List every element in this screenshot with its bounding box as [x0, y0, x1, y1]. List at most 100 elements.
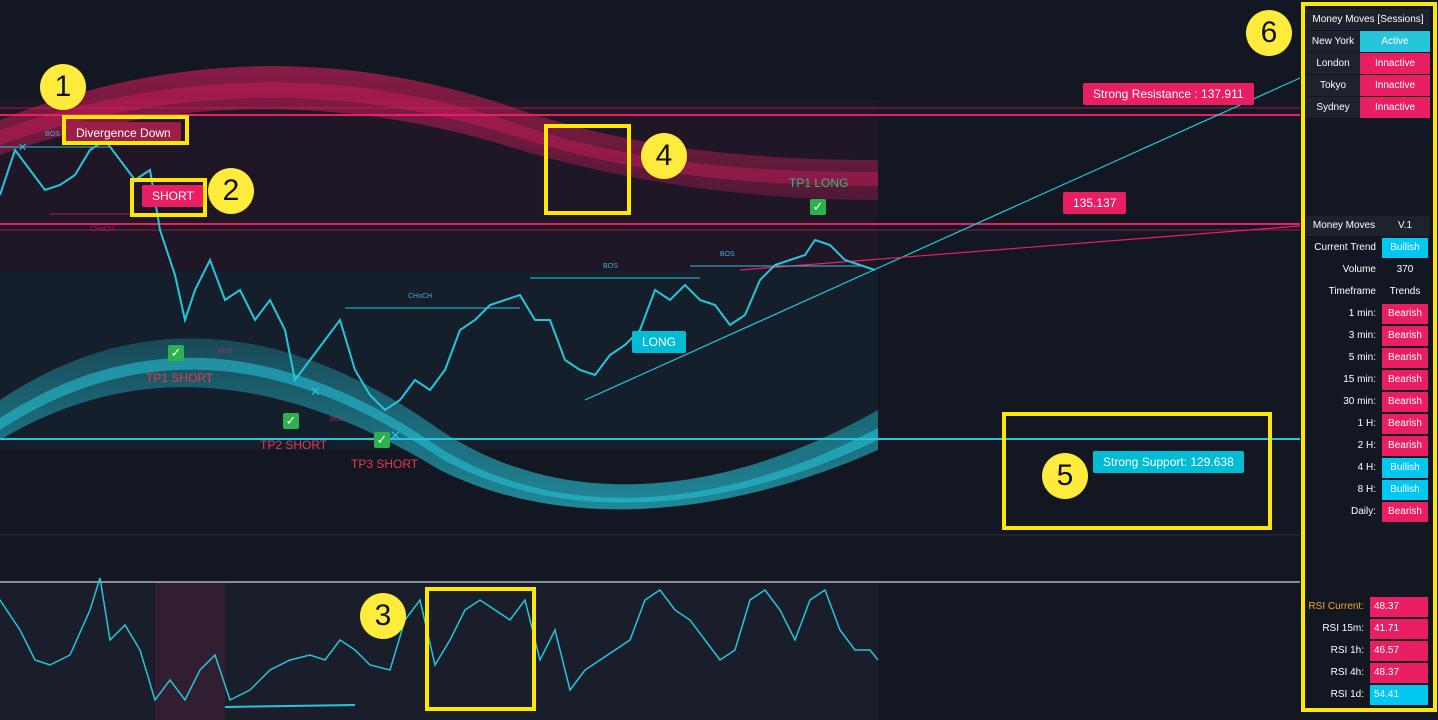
session-status: Innactive [1360, 97, 1430, 118]
bos-label-3: BOS [720, 251, 735, 258]
trend-line-up [584, 77, 1300, 401]
session-name: Sydney [1306, 97, 1360, 118]
trend-row: 30 min: Bearish [1306, 392, 1430, 412]
session-status: Innactive [1360, 75, 1430, 96]
trend-tf: 5 min: [1348, 352, 1376, 363]
rsi-row: RSI 15m: 41.71 [1304, 619, 1428, 639]
trend-value: Bearish [1382, 304, 1428, 324]
trend-table: Money Moves V.1 Current Trend Bullish Vo… [1306, 216, 1430, 524]
cross-marker: ✕ [310, 384, 321, 399]
chart-canvas[interactable] [0, 0, 1300, 720]
trend-value: Bearish [1382, 436, 1428, 456]
rsi-divergence-line [224, 704, 356, 708]
highlight-box-short [130, 178, 207, 217]
session-row: New York Active [1306, 31, 1430, 52]
bos-label-4: BOS [218, 348, 233, 355]
tp1-short-label: TP1 SHORT [146, 371, 214, 385]
trend-row: 4 H: Bullish [1306, 458, 1430, 478]
mid-level-label: 135.137 [1063, 192, 1127, 214]
short-signal-label[interactable]: SHORT [142, 185, 204, 207]
rsi-row: RSI 1d: 54.41 [1304, 685, 1428, 705]
highlight-box-band [544, 124, 631, 215]
cross-marker: ✕ [390, 428, 401, 443]
session-name: Tokyo [1306, 75, 1360, 96]
trend-value: Bearish [1382, 370, 1428, 390]
session-status: Innactive [1360, 53, 1430, 74]
session-row: Tokyo Innactive [1306, 75, 1430, 96]
trend-value: Bearish [1382, 502, 1428, 522]
strong-resistance-label: Strong Resistance : 137.911 [1083, 83, 1254, 105]
highlight-box-rsi [425, 587, 536, 711]
rsi-row: RSI Current: 48.37 [1304, 597, 1428, 617]
marker-2: 2 [208, 168, 254, 214]
long-signal-label[interactable]: LONG [632, 331, 687, 353]
trend-row: 2 H: Bearish [1306, 436, 1430, 456]
trend-row: 5 min: Bearish [1306, 348, 1430, 368]
price-chart[interactable]: Divergence Down SHORT LONG BOS CHoCH CHo… [0, 0, 1300, 720]
trend-title: Money Moves [1312, 220, 1376, 231]
marker-4: 4 [641, 133, 687, 179]
trend-value: Bearish [1382, 348, 1428, 368]
cyan-band [0, 338, 878, 510]
rsi-value: 41.71 [1370, 619, 1428, 639]
trend-tf: 4 H: [1357, 462, 1376, 473]
rsi-label: RSI 4h: [1330, 667, 1364, 678]
bos-label-1: BOS [45, 131, 60, 138]
trend-tf: 15 min: [1343, 374, 1376, 385]
trend-row: 8 H: Bullish [1306, 480, 1430, 500]
trend-row: Daily: Bearish [1306, 502, 1430, 522]
sessions-table: Money Moves [Sessions] New York Active L… [1306, 9, 1430, 119]
tp1-long-label: TP1 LONG [789, 176, 849, 190]
divergence-label: Divergence Down [66, 122, 181, 144]
highlight-box-panel [1301, 2, 1437, 712]
rsi-bear-zone [155, 583, 225, 720]
trend-value: Bullish [1382, 480, 1428, 500]
bos-label-5: BOS [330, 416, 345, 423]
rsi-value: 48.37 [1370, 597, 1428, 617]
rsi-value: 48.37 [1370, 663, 1428, 683]
trend-value: Bullish [1382, 458, 1428, 478]
trend-value: Bearish [1382, 326, 1428, 346]
session-row: Sydney Innactive [1306, 97, 1430, 118]
tp1-long-check: ✓ [810, 199, 826, 215]
tp2-short-check: ✓ [283, 413, 299, 429]
trend-row: 1 H: Bearish [1306, 414, 1430, 434]
session-name: New York [1306, 31, 1360, 52]
session-name: London [1306, 53, 1360, 74]
tp2-short-label: TP2 SHORT [260, 438, 328, 452]
session-row: London Innactive [1306, 53, 1430, 74]
marker-3: 3 [360, 593, 406, 639]
marker-1: 1 [40, 64, 86, 110]
rsi-label: RSI 1h: [1330, 645, 1364, 656]
rsi-row: RSI 4h: 48.37 [1304, 663, 1428, 683]
rsi-label: RSI 15m: [1322, 623, 1364, 634]
sessions-title: Money Moves [Sessions] [1306, 9, 1430, 30]
trend-tf: 30 min: [1343, 396, 1376, 407]
trends-header: Trends [1389, 286, 1421, 297]
current-trend-label: Current Trend [1314, 242, 1376, 253]
highlight-box-divergence [62, 115, 189, 145]
trend-tf: Daily: [1350, 506, 1376, 517]
timeframe-header: Timeframe [1328, 286, 1376, 297]
rsi-value: 46.57 [1370, 641, 1428, 661]
trend-row: 1 min: Bearish [1306, 304, 1430, 324]
trend-line-red [739, 225, 1300, 271]
choch-label-1: CHoCH [90, 226, 115, 233]
choch-label-2: CHoCH [408, 293, 433, 300]
trend-tf: 3 min: [1348, 330, 1376, 341]
trend-row: 15 min: Bearish [1306, 370, 1430, 390]
volume-value: 370 [1396, 264, 1414, 275]
strong-support-label: Strong Support: 129.638 [1093, 451, 1244, 473]
rsi-label: RSI Current: [1308, 601, 1364, 612]
rsi-label: RSI 1d: [1330, 689, 1364, 700]
trend-value: Bearish [1382, 392, 1428, 412]
highlight-box-support [1002, 412, 1272, 530]
rsi-row: RSI 1h: 46.57 [1304, 641, 1428, 661]
session-status: Active [1360, 31, 1430, 52]
rsi-value: 54.41 [1370, 685, 1428, 705]
trend-tf: 2 H: [1357, 440, 1376, 451]
rsi-line [0, 577, 879, 702]
current-trend-value: Bullish [1382, 238, 1428, 258]
trend-version: V.1 [1397, 220, 1413, 231]
trend-tf: 1 H: [1357, 418, 1376, 429]
